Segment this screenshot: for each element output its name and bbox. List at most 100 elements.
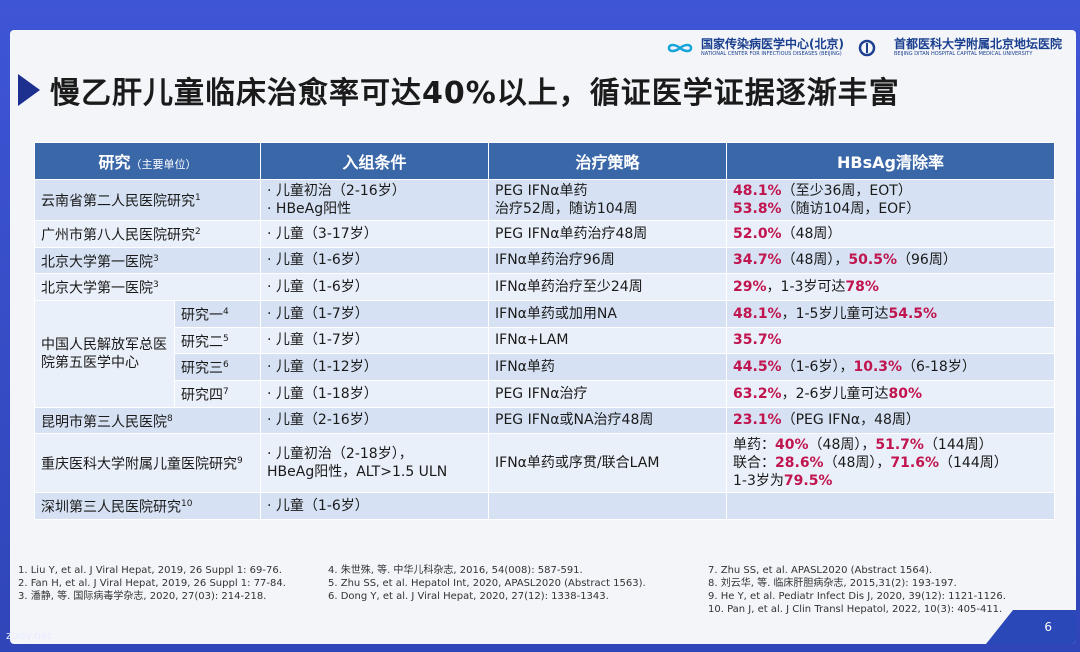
header-study-label: 研究 (98, 153, 131, 172)
reference-item: 7. Zhu SS, et al. APASL2020 (Abstract 15… (708, 565, 933, 576)
reference-item: 10. Pan J, et al. J Clin Transl Hepatol,… (708, 604, 1003, 615)
rate-line: 53.8%（随访104周，EOF） (733, 200, 1048, 218)
text-segment: （48周）， (808, 437, 876, 454)
header-study-sub: （主要单位） (130, 158, 197, 171)
criteria-cell: · 儿童（1-7岁） (260, 326, 490, 355)
criteria-line: · 儿童（2-16岁） (267, 412, 378, 429)
strategy-cell: IFNα单药治疗至少24周 (488, 273, 728, 301)
reference-marker: 9 (237, 456, 243, 467)
rate-line: 单药：40%（48周），51.7%（144周） (733, 436, 1048, 454)
highlight-value: 35.7% (733, 332, 782, 349)
text-segment: （6-18岁） (902, 359, 976, 376)
criteria-cell: · 儿童（1-6岁） (260, 492, 490, 520)
strategy-cell: IFNα+LAM (488, 326, 728, 355)
title-row: 慢乙肝儿童临床治愈率可达40%以上，循证医学证据逐渐丰富 (18, 68, 900, 112)
criteria-cell: · 儿童（1-6岁） (260, 273, 490, 301)
strategy-line: PEG IFNα或NA治疗48周 (495, 412, 654, 429)
table-header-row: 研究（主要单位） 入组条件 治疗策略 HBsAg清除率 (33, 142, 1056, 180)
study-cell: 北京大学第一医院3 (33, 246, 262, 275)
strategy-line: IFNα单药治疗至少24周 (495, 279, 643, 296)
highlight-value: 44.5% (733, 359, 782, 376)
criteria-cell: · 儿童初治（2-16岁） · HBeAg阳性 (260, 179, 490, 221)
rate-line: 48.1%（至少36周，EOT） (733, 182, 1048, 200)
study-cell: 北京大学第一医院3 (33, 273, 262, 301)
references-col-3: 7. Zhu SS, et al. APASL2020 (Abstract 15… (708, 564, 1006, 616)
table-row: 研究三6 · 儿童（1-12岁） IFNα单药 44.5%（1-6岁），10.3%（6… (35, 353, 1056, 381)
highlight-value: 40% (775, 437, 809, 454)
strategy-cell: IFNα单药或序贯/联合LAM (488, 433, 728, 494)
criteria-line: · 儿童（1-7岁） (267, 305, 369, 322)
strategy-cell: PEG IFNα单药治疗48周 (488, 220, 728, 248)
rate-line: 29%，1-3岁可达78% (733, 278, 1048, 296)
table-body: 云南省第二人民医院研究1 · 儿童初治（2-16岁） · HBeAg阳性 PEG IF… (33, 179, 1056, 520)
strategy-line: IFNα单药 (495, 359, 555, 376)
text-segment: （PEG IFNα，48周） (781, 412, 920, 429)
text-segment: （1-6岁）， (781, 359, 854, 376)
criteria-line: · 儿童（1-18岁） (267, 385, 378, 402)
rate-line: 23.1%（PEG IFNα，48周） (733, 411, 1048, 429)
criteria-cell: · 儿童（1-12岁） (260, 353, 490, 381)
rate-cell: 单药：40%（48周），51.7%（144周） 联合：28.6%（48周），71.… (726, 433, 1056, 494)
title-arrow-icon (18, 74, 40, 106)
criteria-line: · HBeAg阳性 (267, 201, 352, 217)
slide-title: 慢乙肝儿童临床治愈率可达40%以上，循证医学证据逐渐丰富 (50, 76, 900, 111)
text-segment: ，2-6岁儿童可达 (781, 385, 889, 402)
strategy-cell: PEG IFNα单药 治疗52周，随访104周 (488, 179, 728, 221)
header-rate: HBsAg清除率 (726, 142, 1056, 180)
reference-marker: 8 (167, 413, 173, 424)
table-row: 研究二5 · 儿童（1-7岁） IFNα+LAM 35.7% (35, 326, 1056, 355)
highlight-value: 23.1% (733, 412, 782, 429)
references-col-1: 1. Liu Y, et al. J Viral Hepat, 2019, 26… (18, 564, 286, 603)
logo-name-1: 国家传染病医学中心(北京) (701, 37, 844, 51)
criteria-line: · 儿童（3-17岁） (267, 225, 378, 242)
rate-line: 44.5%（1-6岁），10.3%（6-18岁） (733, 358, 1048, 376)
reference-marker: 2 (195, 227, 201, 237)
criteria-line: · 儿童（1-6岁） (267, 252, 369, 269)
text-segment: 昆明市第三人民医院 (41, 414, 167, 431)
reference-marker: 4 (223, 306, 229, 317)
text-segment: 研究二 (181, 334, 223, 351)
criteria-cell: · 儿童（1-6岁） (260, 246, 490, 275)
table-row: 研究四7 · 儿童（1-18岁） PEG IFNα治疗 63.2%，2-6岁儿童可达8… (35, 379, 1056, 408)
study-cell: 昆明市第三人民医院8 (33, 406, 262, 435)
sub-study-cell: 研究四7 (173, 379, 262, 408)
rate-cell: 34.7%（48周），50.5%（96周） (726, 246, 1056, 275)
rate-cell: 63.2%，2-6岁儿童可达80% (726, 379, 1056, 408)
highlight-value: 28.6% (775, 455, 824, 472)
study-cell: 深圳第三人民医院研究10 (33, 492, 262, 520)
text-segment: （随访104周，EOF） (781, 201, 921, 217)
study-table: 研究（主要单位） 入组条件 治疗策略 HBsAg清除率 云南省第二人民医院研究1… (33, 142, 1056, 520)
strategy-line: IFNα单药治疗96周 (495, 252, 615, 269)
criteria-cell: · 儿童（3-17岁） (260, 220, 490, 248)
reference-item: 9. He Y, et al. Pediatr Infect Dis J, 20… (708, 591, 1006, 602)
highlight-value: 29% (733, 279, 767, 296)
table-row: 云南省第二人民医院研究1 · 儿童初治（2-16岁） · HBeAg阳性 PEG IF… (33, 179, 1056, 221)
reference-item: 6. Dong Y, et al. J Viral Hepat, 2020, 2… (328, 591, 609, 602)
sub-study-cell: 研究一4 (173, 299, 262, 328)
strategy-cell: IFNα单药 (488, 353, 728, 381)
text-segment: ，1-5岁儿童可达 (781, 305, 889, 322)
logo-sub-2: BEIJING DITAN HOSPITAL CAPITAL MEDICAL U… (893, 51, 1033, 57)
table-row: 广州市第八人民医院研究2 · 儿童（3-17岁） PEG IFNα单药治疗48周 52… (33, 220, 1056, 248)
text-segment: 单药： (733, 437, 776, 454)
strategy-line: IFNα单药或加用NA (495, 305, 617, 322)
study-cell: 云南省第二人民医院研究1 (33, 179, 262, 221)
criteria-line: · 儿童（1-12岁） (267, 359, 378, 376)
highlight-value: 63.2% (733, 385, 782, 402)
highlight-value: 10.3% (853, 359, 903, 376)
text-segment: 研究一 (181, 307, 223, 324)
rate-line: 63.2%，2-6岁儿童可达80% (733, 385, 1048, 403)
references-col-2: 4. 朱世殊, 等. 中华儿科杂志, 2016, 54(008): 587-59… (328, 564, 646, 603)
strategy-cell: IFNα单药治疗96周 (488, 246, 728, 275)
header-strategy: 治疗策略 (488, 142, 728, 180)
text-segment: （144周） (923, 437, 993, 454)
text-segment: 广州市第八人民医院研究 (41, 227, 195, 244)
text-segment: 北京大学第一医院 (41, 280, 153, 297)
highlight-value: 48.1% (733, 183, 782, 199)
highlight-value: 79.5% (783, 473, 833, 490)
text-segment: 1-3岁为 (733, 473, 784, 490)
ncid-logo: 国家传染病医学中心(北京) NATIONAL CENTER FOR INFECT… (665, 38, 844, 57)
rate-line: 1-3岁为79.5% (733, 472, 1048, 490)
table-row: 昆明市第三人民医院8 · 儿童（2-16岁） PEG IFNα或NA治疗48周 23.… (33, 406, 1056, 435)
